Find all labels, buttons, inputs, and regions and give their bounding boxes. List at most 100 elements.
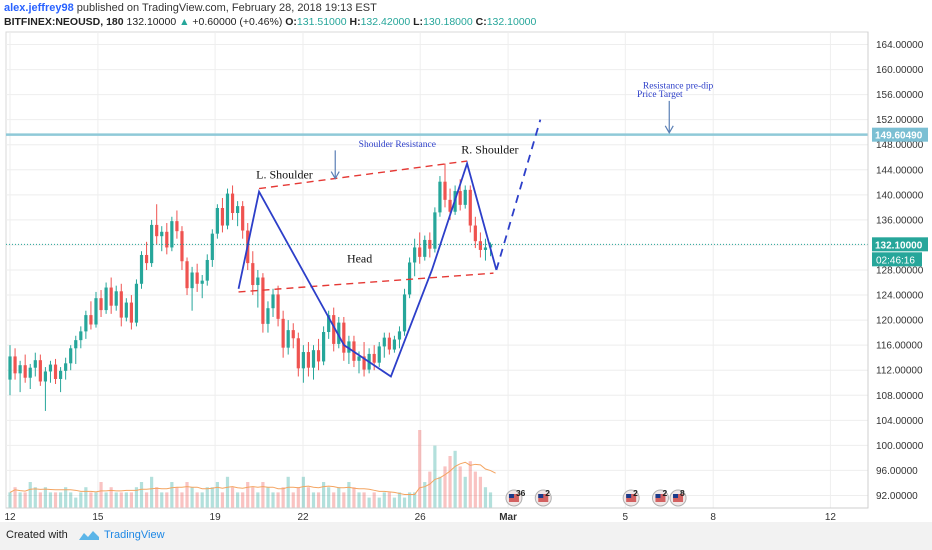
- volume-bar: [332, 492, 336, 508]
- y-tick-label: 140.00000: [876, 190, 924, 201]
- candle-body: [402, 294, 407, 332]
- candle-body: [114, 291, 118, 306]
- event-badges: 36 2 2 2 8: [505, 488, 687, 507]
- volume-bar: [362, 492, 366, 508]
- volume-bar: [134, 487, 139, 508]
- last-price: 132.10000: [126, 16, 177, 28]
- y-tick-label: 148.00000: [876, 140, 924, 151]
- candle-body: [144, 254, 149, 264]
- volume-bar: [13, 487, 17, 508]
- volume-bar: [175, 487, 179, 508]
- volume-bar: [215, 482, 219, 508]
- volume-bar: [413, 492, 417, 508]
- candle-body: [397, 331, 402, 340]
- annotation-label: Head: [347, 251, 372, 265]
- volume-ma-line: [9, 461, 496, 495]
- head-shoulders-pattern-line: [237, 160, 498, 378]
- low-label: L:: [413, 16, 424, 28]
- volume-bar: [58, 492, 63, 508]
- volume-bar: [407, 492, 412, 508]
- candle-body: [301, 352, 305, 369]
- x-tick-label: 12: [4, 512, 16, 522]
- y-tick-label: 92.00000: [876, 491, 918, 502]
- volume-bar: [382, 492, 386, 508]
- y-tick-label: 164.00000: [876, 40, 924, 51]
- volume-bar: [114, 492, 118, 508]
- volume-bar: [453, 450, 457, 508]
- candle-body: [190, 272, 194, 289]
- candle-body: [43, 371, 48, 382]
- volume-bar: [104, 492, 108, 508]
- volume-bar: [79, 492, 83, 508]
- volume-bar: [311, 492, 316, 508]
- candle-body: [413, 247, 417, 263]
- volume-bar: [69, 492, 73, 508]
- volume-bar: [306, 487, 311, 508]
- volume-bar: [458, 466, 462, 508]
- volume-bar: [33, 487, 37, 508]
- volume-bar: [256, 492, 260, 508]
- current-price-tag: [872, 237, 928, 252]
- author-link[interactable]: alex.jeffrey98: [4, 2, 74, 14]
- symbol-label[interactable]: BITFINEX:NEOUSD, 180: [4, 16, 124, 28]
- candle-body: [129, 302, 133, 323]
- volume-bar: [190, 487, 194, 508]
- volume-bar: [150, 476, 154, 508]
- candle-body: [483, 247, 488, 250]
- volume-bar: [185, 482, 189, 508]
- candle-body: [94, 298, 98, 325]
- y-tick-label: 136.00000: [876, 215, 924, 226]
- symbol-info-bar: BITFINEX:NEOUSD, 180 132.10000 ▲ +0.6000…: [4, 16, 536, 28]
- volume-bar: [387, 492, 391, 508]
- candle-body: [180, 231, 184, 262]
- candle-body: [266, 308, 270, 324]
- up-triangle-icon: ▲: [179, 16, 190, 28]
- current-price-tag-label: 132.10000: [875, 240, 923, 251]
- volume-bar: [463, 476, 467, 508]
- candle-body: [13, 356, 17, 374]
- candle-body: [478, 241, 483, 250]
- candle-body: [99, 298, 103, 311]
- candle-body: [332, 315, 336, 344]
- volume-bar: [246, 482, 250, 508]
- y-tick-label: 124.00000: [876, 291, 924, 302]
- candle-body: [347, 341, 351, 353]
- volume-bar: [271, 492, 275, 508]
- volume-bar: [195, 492, 199, 508]
- x-tick-label: Mar: [499, 512, 517, 522]
- annotation-label: Resistance pre-dip: [643, 81, 714, 91]
- y-tick-label: 156.00000: [876, 90, 924, 101]
- shoulder-resistance-arrow-head: [330, 171, 340, 180]
- volume-bar: [296, 487, 300, 508]
- candle-body: [261, 277, 265, 324]
- price-chart[interactable]: L. Shoulder R. Shoulder Head Shoulder Resis…: [0, 30, 932, 522]
- time-axis[interactable]: 12 15 19 22 26 Mar 5 8 12: [4, 507, 868, 522]
- candle-body: [342, 322, 346, 353]
- y-tick-label: 108.00000: [876, 391, 924, 402]
- candle-body: [236, 206, 240, 214]
- volume-bar: [433, 445, 437, 508]
- x-tick-label: 19: [210, 512, 222, 522]
- resistance-price-tag: [872, 127, 928, 142]
- volume-bar: [225, 476, 230, 508]
- tradingview-link[interactable]: TradingView: [104, 529, 165, 541]
- volume-bar: [28, 482, 32, 508]
- volume-bar: [347, 482, 351, 508]
- close-value: 132.10000: [486, 16, 537, 28]
- volume-bar: [266, 487, 270, 508]
- volume-bar: [205, 487, 209, 508]
- candle-body: [392, 339, 397, 350]
- volume-bar: [241, 492, 245, 508]
- volume-bar: [261, 482, 265, 508]
- price-axis[interactable]: 92.00000 96.00000 100.00000 104.00000 108.00…: [867, 32, 928, 508]
- candle-body: [155, 224, 159, 237]
- y-tick-label: 144.00000: [876, 165, 924, 176]
- candle-body: [291, 330, 295, 339]
- candle-body: [53, 364, 58, 379]
- candle-body: [387, 337, 391, 350]
- candlesticks: [8, 163, 493, 411]
- volume-bar: [139, 482, 144, 508]
- candle-body: [124, 302, 128, 318]
- volume-bar: [438, 476, 442, 508]
- high-value: 132.42000: [360, 16, 411, 28]
